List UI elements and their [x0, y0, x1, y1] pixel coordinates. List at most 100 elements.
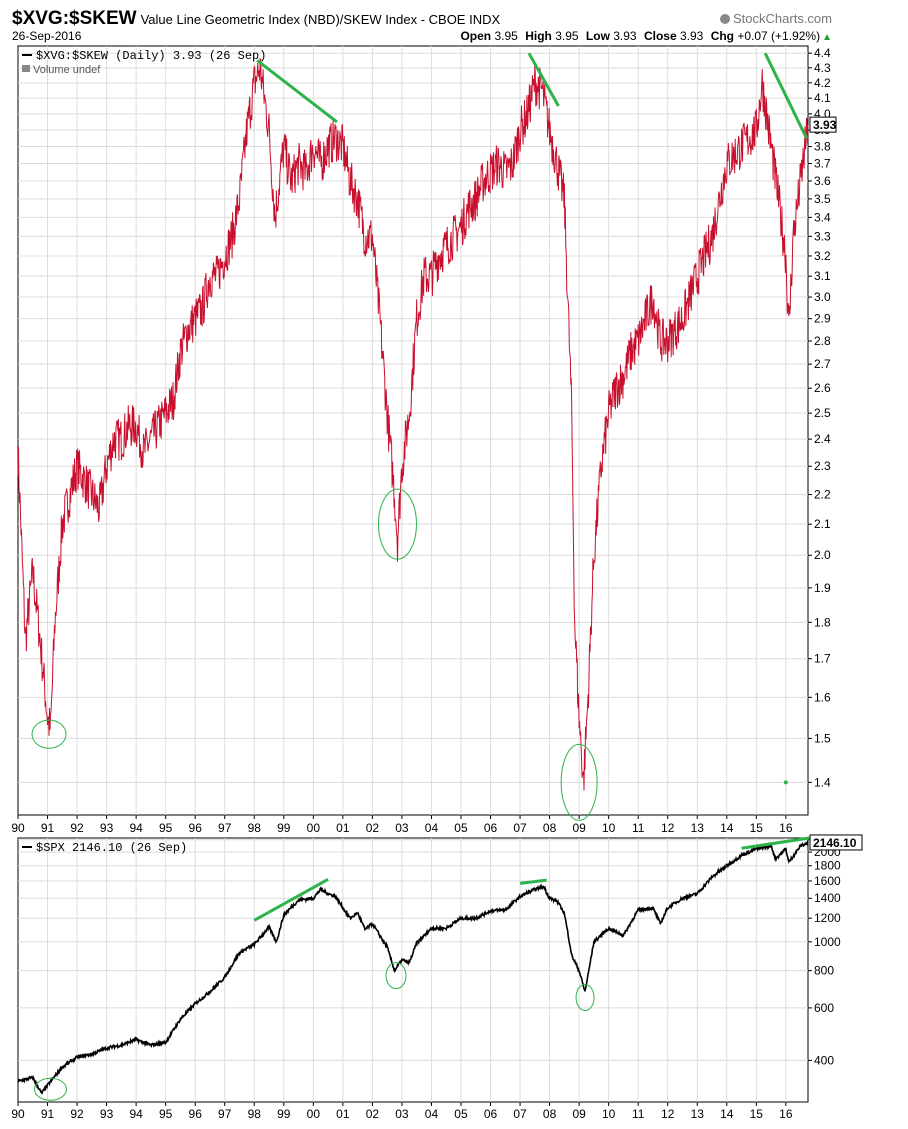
y-tick-label: 2.6	[814, 381, 831, 395]
chg-value: +0.07 (+1.92%)	[737, 29, 821, 43]
y-tick-label: 2.8	[814, 334, 831, 348]
y-tick-label: 4.1	[814, 91, 831, 105]
x-tick-label: 14	[720, 1107, 734, 1121]
y-tick-label: 2.1	[814, 517, 831, 531]
x-tick-label: 99	[277, 1107, 291, 1121]
series-line	[17, 839, 809, 1095]
x-tick-label: 10	[602, 821, 616, 835]
x-tick-label: 05	[454, 1107, 468, 1121]
x-tick-label: 07	[513, 1107, 527, 1121]
up-triangle-icon: ▲	[822, 32, 832, 43]
y-tick-label: 1.7	[814, 652, 831, 666]
x-tick-label: 11	[632, 821, 645, 835]
x-tick-label: 09	[572, 821, 586, 835]
volume-legend: Volume undef	[33, 64, 101, 76]
y-tick-label: 3.4	[814, 210, 831, 224]
trend-line	[763, 52, 808, 139]
x-tick-label: 02	[366, 1107, 380, 1121]
x-tick-label: 04	[425, 1107, 439, 1121]
y-tick-label: 800	[814, 964, 834, 978]
circle-annotation	[385, 962, 407, 990]
x-tick-label: 97	[218, 1107, 232, 1121]
y-tick-label: 1000	[814, 935, 841, 949]
trend-line	[253, 878, 329, 922]
y-tick-label: 3.5	[814, 192, 831, 206]
series-line	[17, 57, 809, 791]
x-tick-label: 99	[277, 821, 291, 835]
x-tick-label: 15	[750, 1107, 764, 1121]
y-tick-label: 2.2	[814, 488, 831, 502]
y-tick-label: 1200	[814, 911, 841, 925]
x-tick-label: 91	[41, 1107, 55, 1121]
y-tick-label: 3.7	[814, 157, 831, 171]
x-tick-label: 94	[129, 1107, 143, 1121]
plot-frame	[17, 837, 809, 1103]
y-tick-label: 1.6	[814, 690, 831, 704]
volume-icon	[22, 65, 30, 72]
y-tick-label: 2.0	[814, 548, 831, 562]
brand-logo: StockCharts.com	[720, 11, 832, 26]
x-tick-label: 92	[70, 821, 84, 835]
y-tick-label: 4.4	[814, 46, 831, 60]
dot-annotation	[783, 780, 788, 785]
x-tick-label: 96	[189, 1107, 203, 1121]
trend-line	[256, 59, 338, 124]
y-tick-label: 4.3	[814, 61, 831, 75]
y-tick-label: 1.4	[814, 775, 831, 789]
x-tick-label: 01	[336, 821, 350, 835]
y-tick-label: 2.9	[814, 312, 831, 326]
high-label: High	[525, 29, 552, 43]
x-tick-label: 03	[395, 1107, 409, 1121]
x-tick-label: 95	[159, 821, 173, 835]
x-tick-label: 04	[425, 821, 439, 835]
x-tick-label: 13	[691, 821, 705, 835]
x-tick-label: 16	[779, 1107, 793, 1121]
close-label: Close	[643, 29, 677, 43]
x-tick-label: 90	[11, 821, 25, 835]
x-tick-label: 95	[159, 1107, 173, 1121]
y-tick-label: 1600	[814, 874, 841, 888]
x-tick-label: 97	[218, 821, 232, 835]
x-tick-label: 94	[129, 821, 143, 835]
x-tick-label: 02	[366, 821, 380, 835]
last-value-box	[809, 116, 837, 133]
x-tick-label: 12	[661, 1107, 675, 1121]
x-tick-label: 05	[454, 821, 468, 835]
x-tick-label: 14	[720, 821, 734, 835]
y-tick-label: 3.3	[814, 229, 831, 243]
y-tick-label: 3.0	[814, 290, 831, 304]
chg-label: Chg	[710, 29, 735, 43]
high-value: 3.95	[555, 29, 579, 43]
y-tick-label: 1.8	[814, 615, 831, 629]
low-label: Low	[585, 29, 610, 43]
x-tick-label: 90	[11, 1107, 25, 1121]
y-tick-label: 1800	[814, 859, 841, 873]
ohlc-readout: Open 3.95 High 3.95 Low 3.93 Close 3.93 …	[456, 29, 832, 43]
y-tick-label: 1.5	[814, 731, 831, 745]
x-tick-label: 11	[632, 1107, 645, 1121]
y-tick-label: 1400	[814, 891, 841, 905]
y-tick-label: 2.7	[814, 357, 831, 371]
x-tick-label: 93	[100, 1107, 114, 1121]
circle-annotation	[33, 1077, 67, 1101]
chart-date: 26-Sep-2016	[12, 29, 82, 43]
chart-panel-spx: 4006008001000120014001600180020002200909…	[11, 833, 863, 1121]
gear-icon	[720, 14, 731, 24]
x-tick-label: 06	[484, 1107, 498, 1121]
symbol-label: $XVG:$SKEW	[12, 8, 137, 29]
annotations	[31, 52, 808, 821]
trend-line	[519, 878, 547, 885]
plot-frame	[17, 45, 809, 816]
x-tick-label: 08	[543, 821, 557, 835]
legend-entry: $XVG:$SKEW (Daily) 3.93 (26 Sep)	[36, 49, 266, 63]
y-tick-label: 1.9	[814, 581, 831, 595]
open-label: Open	[460, 29, 492, 43]
x-tick-label: 12	[661, 821, 675, 835]
y-tick-label: 3.2	[814, 249, 831, 263]
close-value: 3.93	[679, 29, 704, 43]
x-tick-label: 98	[248, 821, 262, 835]
x-tick-label: 06	[484, 821, 498, 835]
x-tick-label: 92	[70, 1107, 84, 1121]
y-tick-label: 4.2	[814, 76, 831, 90]
